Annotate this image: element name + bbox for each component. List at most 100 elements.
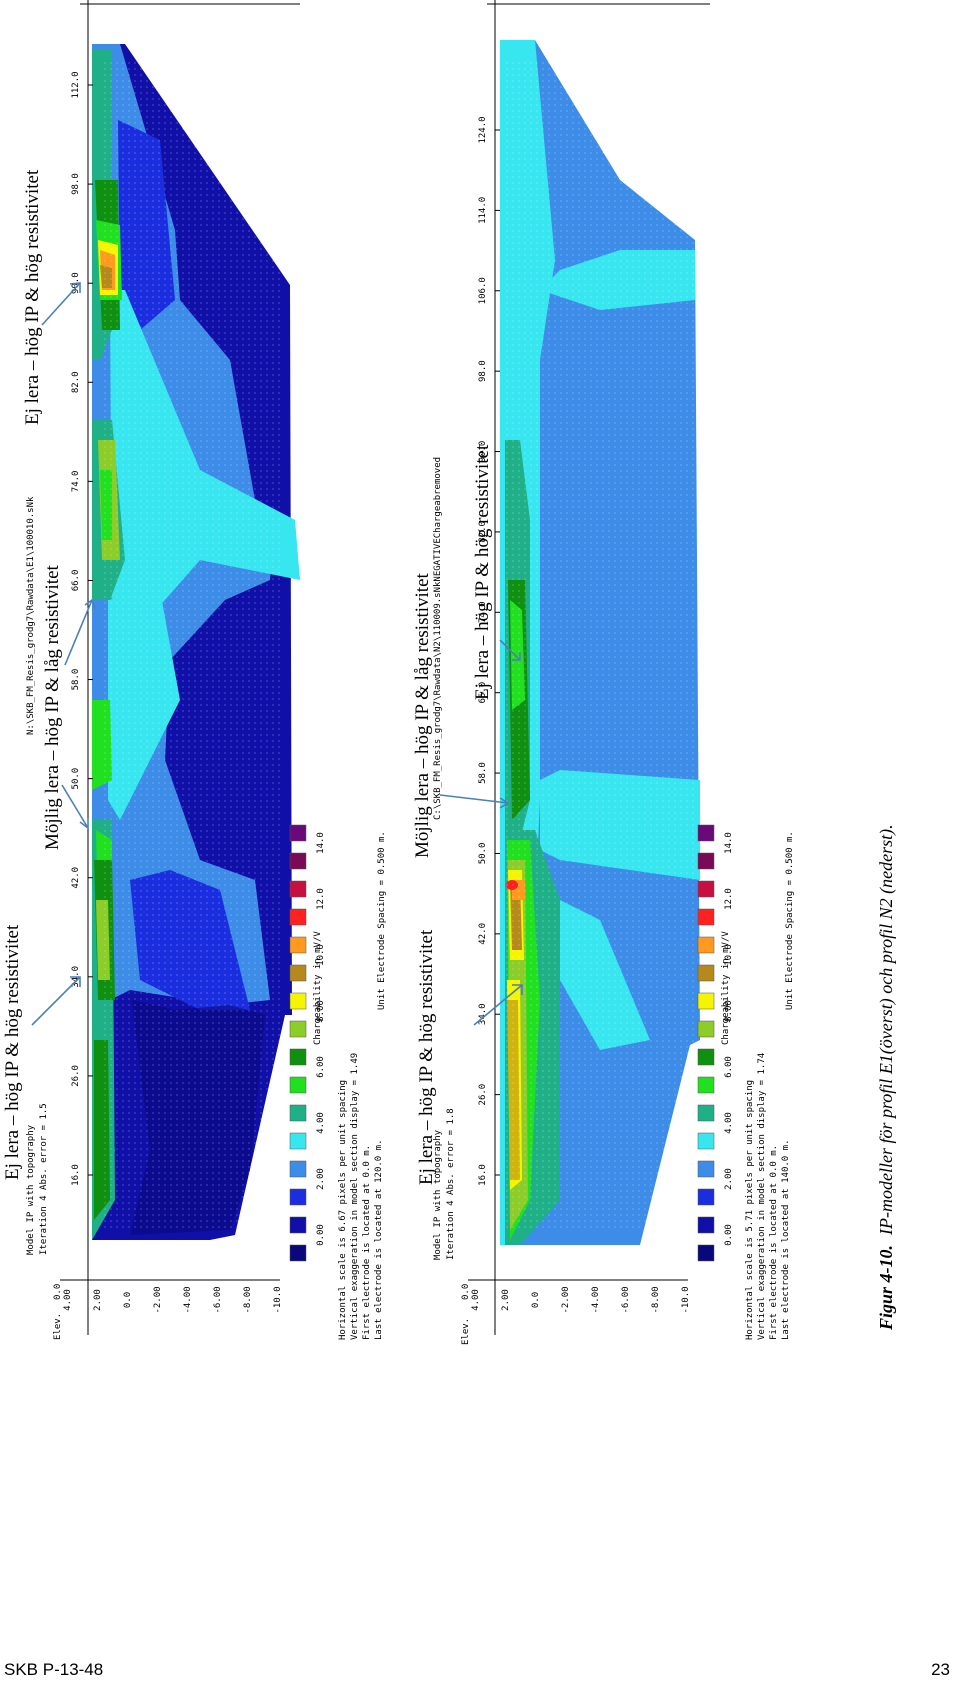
color-scale-label: 2.00 (316, 1168, 326, 1190)
color-scale-swatch (289, 908, 307, 926)
info-line: First electrode is located at 0.0 m. (362, 1145, 372, 1340)
elevation-tick-label: 0.0 (123, 1292, 133, 1308)
bottom-arrows (439, 639, 523, 1026)
color-scale-swatch (697, 1104, 715, 1122)
distance-tick-label: 58.0 (71, 669, 81, 691)
elevation-tick-label: -6.00 (213, 1286, 223, 1313)
top-elev-label: Elev. (53, 1313, 63, 1340)
distance-tick-label: 16.0 (478, 1164, 488, 1186)
top-distance-axis: 16.026.034.042.050.058.066.074.082.090.0… (71, 71, 93, 1186)
top-color-scale: 0.00 2.00 4.00 6.00 8.00 10.0 12.0 14.0 (289, 824, 326, 1262)
top-title-line2: Iteration 4 Abs. error = 1.5 (39, 1103, 49, 1255)
info-line: Vertical exaggeration in model section d… (757, 1053, 767, 1340)
top-title-line1: Model IP with topography (26, 1124, 36, 1255)
color-scale-swatch (697, 1048, 715, 1066)
distance-tick-label: 66.0 (71, 570, 81, 592)
top-elevation-axis: 4.00 2.00 0.0 -2.00 -4.00 -6.00 -8.00 -10.0 (60, 1279, 283, 1314)
info-line: Last electrode is located at 120.0 m. (374, 1140, 384, 1340)
top-ip-model-panel: 4.00 2.00 0.0 -2.00 -4.00 -6.00 -8.00 -10.0 16.… (2, 0, 387, 1340)
color-scale-swatch (289, 1244, 307, 1262)
elevation-tick-label: -8.00 (651, 1286, 661, 1313)
color-scale-swatch (697, 1244, 715, 1262)
color-scale-label: 12.0 (724, 888, 734, 910)
distance-tick-label: 90.0 (478, 441, 488, 463)
color-scale-swatch (697, 1216, 715, 1234)
distance-tick-label: 98.0 (478, 360, 488, 382)
color-scale-swatch (697, 1188, 715, 1206)
color-scale-swatch (697, 1076, 715, 1094)
top-annotation-left: Ej lera – hög IP & hög resistivitet (2, 924, 23, 1180)
distance-tick-label: 66.0 (478, 682, 488, 704)
top-arrows (31, 282, 96, 1026)
color-scale-swatch (697, 1020, 715, 1038)
color-scale-label: 0.00 (316, 1224, 326, 1246)
elevation-tick-label: -2.00 (153, 1286, 163, 1313)
bottom-unit-spacing: Unit Electrode Spacing = 0.500 m. (785, 831, 795, 1010)
color-scale-swatch (289, 824, 307, 842)
color-scale-swatch (289, 1104, 307, 1122)
top-info-block: Horizontal scale is 6.67 pixels per unit… (338, 1053, 384, 1340)
distance-tick-label: 58.0 (478, 762, 488, 784)
color-scale-label: 10.0 (316, 944, 326, 966)
distance-tick-label: 112.0 (71, 71, 81, 98)
elevation-tick-label: -4.00 (591, 1286, 601, 1313)
color-scale-swatch (289, 1076, 307, 1094)
color-scale-label: 4.00 (724, 1112, 734, 1134)
bottom-elevation-axis: 4.00 2.00 0.0 -2.00 -4.00 -6.00 -8.00 -10.0 (468, 1279, 691, 1314)
elevation-tick-label: -10.0 (681, 1286, 691, 1313)
color-scale-swatch (289, 1048, 307, 1066)
bottom-annotation-right: Ej lera – hög IP & hög resistivitet (472, 444, 493, 700)
distance-tick-label: 82.0 (71, 371, 81, 393)
elevation-tick-label: 4.00 (471, 1289, 481, 1311)
distance-tick-label: 82.0 (478, 521, 488, 543)
color-scale-swatch (289, 1188, 307, 1206)
color-scale-label: 2.00 (724, 1168, 734, 1190)
elevation-tick-label: 2.00 (501, 1289, 511, 1311)
figure-caption-label: Figur 4-10. (876, 1245, 896, 1331)
color-scale-label: 6.00 (724, 1056, 734, 1078)
top-unit-spacing: Unit Electrode Spacing = 0.500 m. (377, 831, 387, 1010)
color-scale-label: 14.0 (724, 832, 734, 854)
elevation-tick-label: -8.00 (243, 1286, 253, 1313)
color-scale-label: 4.00 (316, 1112, 326, 1134)
top-scale-title: Chargeability in mV/V (313, 931, 323, 1045)
color-scale-swatch (697, 1132, 715, 1150)
color-scale-swatch (697, 992, 715, 1010)
color-scale-label: 0.00 (724, 1224, 734, 1246)
info-line: Vertical exaggeration in model section d… (350, 1053, 360, 1340)
color-scale-label: 12.0 (316, 888, 326, 910)
color-scale-swatch (697, 852, 715, 870)
bottom-title-line2: Iteration 4 Abs. error = 1.8 (446, 1108, 456, 1260)
info-line: First electrode is located at 0.0 m. (769, 1145, 779, 1340)
top-elev-zero: 0.0 (53, 1284, 63, 1300)
color-scale-swatch (697, 936, 715, 954)
bottom-elev-label: Elev. (461, 1318, 471, 1345)
color-scale-swatch (289, 1160, 307, 1178)
distance-tick-label: 16.0 (71, 1164, 81, 1186)
distance-tick-label: 98.0 (71, 173, 81, 195)
bottom-distance-axis: 16.0 26.0 34.0 42.0 50.0 58.0 66.0 74.0 82.0 90.0… (478, 116, 500, 1186)
distance-tick-label: 26.0 (478, 1084, 488, 1106)
distance-tick-label: 114.0 (478, 197, 488, 224)
elevation-tick-label: 4.00 (63, 1289, 73, 1311)
distance-tick-label: 124.0 (478, 116, 488, 143)
elevation-tick-label: 0.0 (531, 1292, 541, 1308)
distance-tick-label: 26.0 (71, 1065, 81, 1087)
bottom-annotation-middle: Möjlig lera – hög IP & låg resistivitet (412, 572, 433, 858)
color-scale-swatch (697, 908, 715, 926)
color-scale-swatch (697, 1160, 715, 1178)
bottom-annotation-left: Ej lera – hög IP & hög resistivitet (416, 929, 437, 1185)
bottom-color-scale: 0.00 2.00 4.00 6.00 8.00 10.0 12.0 14.0 (697, 824, 734, 1262)
top-annotation-right: Ej lera – hög IP & hög resistivitet (22, 169, 43, 425)
distance-tick-label: 74.0 (71, 471, 81, 493)
color-scale-label: 10.0 (724, 944, 734, 966)
distance-tick-label: 74.0 (478, 601, 488, 623)
top-annotation-middle: Möjlig lera – hög IP & låg resistivitet (42, 564, 63, 850)
bottom-title-line1: Model IP with topography (433, 1129, 443, 1260)
info-line: Last electrode is located at 140.0 m. (781, 1140, 791, 1340)
bottom-ip-model-panel: 4.00 2.00 0.0 -2.00 -4.00 -6.00 -8.00 -10.0 16.… (412, 0, 795, 1345)
bottom-info-block: Horizontal scale is 5.71 pixels per unit… (745, 1053, 791, 1340)
distance-tick-label: 42.0 (71, 867, 81, 889)
color-scale-swatch (289, 852, 307, 870)
